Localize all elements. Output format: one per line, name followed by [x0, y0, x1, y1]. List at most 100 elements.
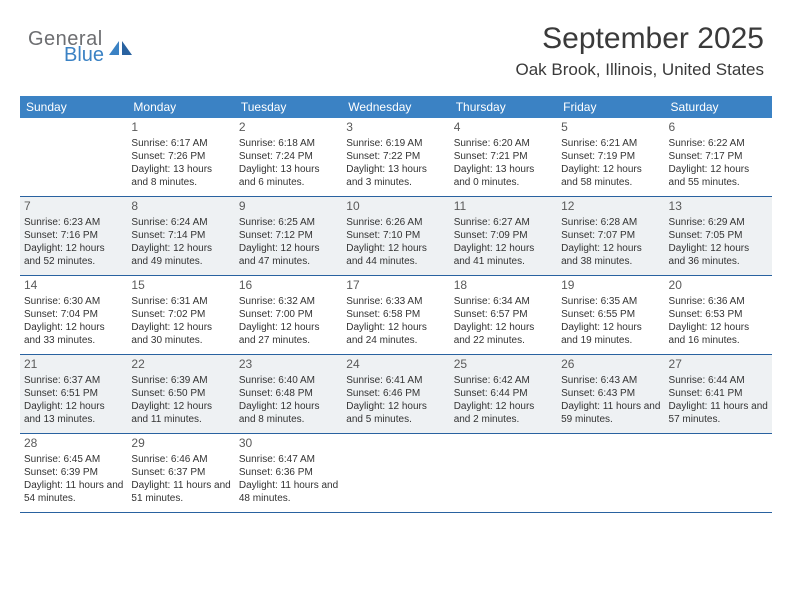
day-cell: 13Sunrise: 6:29 AMSunset: 7:05 PMDayligh… — [665, 197, 772, 275]
sunrise-text: Sunrise: 6:29 AM — [669, 216, 768, 229]
sunset-text: Sunset: 7:05 PM — [669, 229, 768, 242]
day-number: 23 — [239, 357, 338, 373]
daylight-text: Daylight: 12 hours and 58 minutes. — [561, 163, 660, 189]
daylight-text: Daylight: 11 hours and 51 minutes. — [131, 479, 230, 505]
sunrise-text: Sunrise: 6:34 AM — [454, 295, 553, 308]
day-cell: 26Sunrise: 6:43 AMSunset: 6:43 PMDayligh… — [557, 355, 664, 433]
daylight-text: Daylight: 12 hours and 19 minutes. — [561, 321, 660, 347]
day-number: 25 — [454, 357, 553, 373]
day-cell: 21Sunrise: 6:37 AMSunset: 6:51 PMDayligh… — [20, 355, 127, 433]
dow-cell: Wednesday — [342, 96, 449, 118]
day-number: 26 — [561, 357, 660, 373]
day-cell: 11Sunrise: 6:27 AMSunset: 7:09 PMDayligh… — [450, 197, 557, 275]
daylight-text: Daylight: 12 hours and 5 minutes. — [346, 400, 445, 426]
sunrise-text: Sunrise: 6:36 AM — [669, 295, 768, 308]
day-cell: 5Sunrise: 6:21 AMSunset: 7:19 PMDaylight… — [557, 118, 664, 196]
sunset-text: Sunset: 6:57 PM — [454, 308, 553, 321]
day-cell: 10Sunrise: 6:26 AMSunset: 7:10 PMDayligh… — [342, 197, 449, 275]
sunrise-text: Sunrise: 6:47 AM — [239, 453, 338, 466]
dow-cell: Friday — [557, 96, 664, 118]
sunrise-text: Sunrise: 6:41 AM — [346, 374, 445, 387]
page-title: September 2025 — [515, 22, 764, 56]
sunset-text: Sunset: 7:10 PM — [346, 229, 445, 242]
sunset-text: Sunset: 6:51 PM — [24, 387, 123, 400]
logo-sail-icon — [122, 41, 132, 55]
day-cell: 22Sunrise: 6:39 AMSunset: 6:50 PMDayligh… — [127, 355, 234, 433]
sunrise-text: Sunrise: 6:28 AM — [561, 216, 660, 229]
sunset-text: Sunset: 6:58 PM — [346, 308, 445, 321]
sunset-text: Sunset: 6:36 PM — [239, 466, 338, 479]
sunrise-text: Sunrise: 6:43 AM — [561, 374, 660, 387]
page-location: Oak Brook, Illinois, United States — [515, 60, 764, 80]
dow-cell: Saturday — [665, 96, 772, 118]
daylight-text: Daylight: 12 hours and 27 minutes. — [239, 321, 338, 347]
daylight-text: Daylight: 12 hours and 30 minutes. — [131, 321, 230, 347]
sunrise-text: Sunrise: 6:46 AM — [131, 453, 230, 466]
day-cell: 30Sunrise: 6:47 AMSunset: 6:36 PMDayligh… — [235, 434, 342, 512]
day-number: 5 — [561, 120, 660, 136]
dow-cell: Monday — [127, 96, 234, 118]
daylight-text: Daylight: 12 hours and 38 minutes. — [561, 242, 660, 268]
sunset-text: Sunset: 6:55 PM — [561, 308, 660, 321]
dow-cell: Thursday — [450, 96, 557, 118]
day-number: 1 — [131, 120, 230, 136]
brand-logo: General Blue — [28, 28, 132, 51]
sunset-text: Sunset: 7:16 PM — [24, 229, 123, 242]
sunset-text: Sunset: 7:19 PM — [561, 150, 660, 163]
sunset-text: Sunset: 7:14 PM — [131, 229, 230, 242]
daylight-text: Daylight: 12 hours and 13 minutes. — [24, 400, 123, 426]
sunrise-text: Sunrise: 6:19 AM — [346, 137, 445, 150]
day-cell: 23Sunrise: 6:40 AMSunset: 6:48 PMDayligh… — [235, 355, 342, 433]
day-cell: 9Sunrise: 6:25 AMSunset: 7:12 PMDaylight… — [235, 197, 342, 275]
daylight-text: Daylight: 12 hours and 36 minutes. — [669, 242, 768, 268]
week-row: 28Sunrise: 6:45 AMSunset: 6:39 PMDayligh… — [20, 434, 772, 513]
day-cell — [450, 434, 557, 512]
daylight-text: Daylight: 12 hours and 22 minutes. — [454, 321, 553, 347]
day-number: 14 — [24, 278, 123, 294]
sunrise-text: Sunrise: 6:21 AM — [561, 137, 660, 150]
day-cell: 15Sunrise: 6:31 AMSunset: 7:02 PMDayligh… — [127, 276, 234, 354]
sunrise-text: Sunrise: 6:25 AM — [239, 216, 338, 229]
day-number: 29 — [131, 436, 230, 452]
daylight-text: Daylight: 12 hours and 44 minutes. — [346, 242, 445, 268]
daylight-text: Daylight: 12 hours and 2 minutes. — [454, 400, 553, 426]
sunrise-text: Sunrise: 6:44 AM — [669, 374, 768, 387]
calendar: SundayMondayTuesdayWednesdayThursdayFrid… — [20, 96, 772, 513]
day-number: 24 — [346, 357, 445, 373]
daylight-text: Daylight: 12 hours and 11 minutes. — [131, 400, 230, 426]
day-number: 6 — [669, 120, 768, 136]
sunset-text: Sunset: 7:02 PM — [131, 308, 230, 321]
sunset-text: Sunset: 6:41 PM — [669, 387, 768, 400]
week-row: 21Sunrise: 6:37 AMSunset: 6:51 PMDayligh… — [20, 355, 772, 434]
day-cell — [665, 434, 772, 512]
sunrise-text: Sunrise: 6:40 AM — [239, 374, 338, 387]
page-header: September 2025 Oak Brook, Illinois, Unit… — [515, 22, 764, 80]
sunrise-text: Sunrise: 6:42 AM — [454, 374, 553, 387]
daylight-text: Daylight: 12 hours and 24 minutes. — [346, 321, 445, 347]
day-cell: 25Sunrise: 6:42 AMSunset: 6:44 PMDayligh… — [450, 355, 557, 433]
day-cell: 2Sunrise: 6:18 AMSunset: 7:24 PMDaylight… — [235, 118, 342, 196]
day-cell: 29Sunrise: 6:46 AMSunset: 6:37 PMDayligh… — [127, 434, 234, 512]
day-number: 2 — [239, 120, 338, 136]
daylight-text: Daylight: 11 hours and 59 minutes. — [561, 400, 660, 426]
sunrise-text: Sunrise: 6:24 AM — [131, 216, 230, 229]
sunset-text: Sunset: 7:12 PM — [239, 229, 338, 242]
day-cell: 1Sunrise: 6:17 AMSunset: 7:26 PMDaylight… — [127, 118, 234, 196]
day-number: 9 — [239, 199, 338, 215]
week-row: 14Sunrise: 6:30 AMSunset: 7:04 PMDayligh… — [20, 276, 772, 355]
daylight-text: Daylight: 13 hours and 0 minutes. — [454, 163, 553, 189]
daylight-text: Daylight: 11 hours and 54 minutes. — [24, 479, 123, 505]
sunset-text: Sunset: 6:39 PM — [24, 466, 123, 479]
day-number: 11 — [454, 199, 553, 215]
day-number: 3 — [346, 120, 445, 136]
day-number: 7 — [24, 199, 123, 215]
sunrise-text: Sunrise: 6:20 AM — [454, 137, 553, 150]
sunrise-text: Sunrise: 6:37 AM — [24, 374, 123, 387]
day-cell: 7Sunrise: 6:23 AMSunset: 7:16 PMDaylight… — [20, 197, 127, 275]
daylight-text: Daylight: 12 hours and 47 minutes. — [239, 242, 338, 268]
day-number: 28 — [24, 436, 123, 452]
sunrise-text: Sunrise: 6:32 AM — [239, 295, 338, 308]
sunrise-text: Sunrise: 6:39 AM — [131, 374, 230, 387]
day-cell: 6Sunrise: 6:22 AMSunset: 7:17 PMDaylight… — [665, 118, 772, 196]
sunset-text: Sunset: 7:07 PM — [561, 229, 660, 242]
